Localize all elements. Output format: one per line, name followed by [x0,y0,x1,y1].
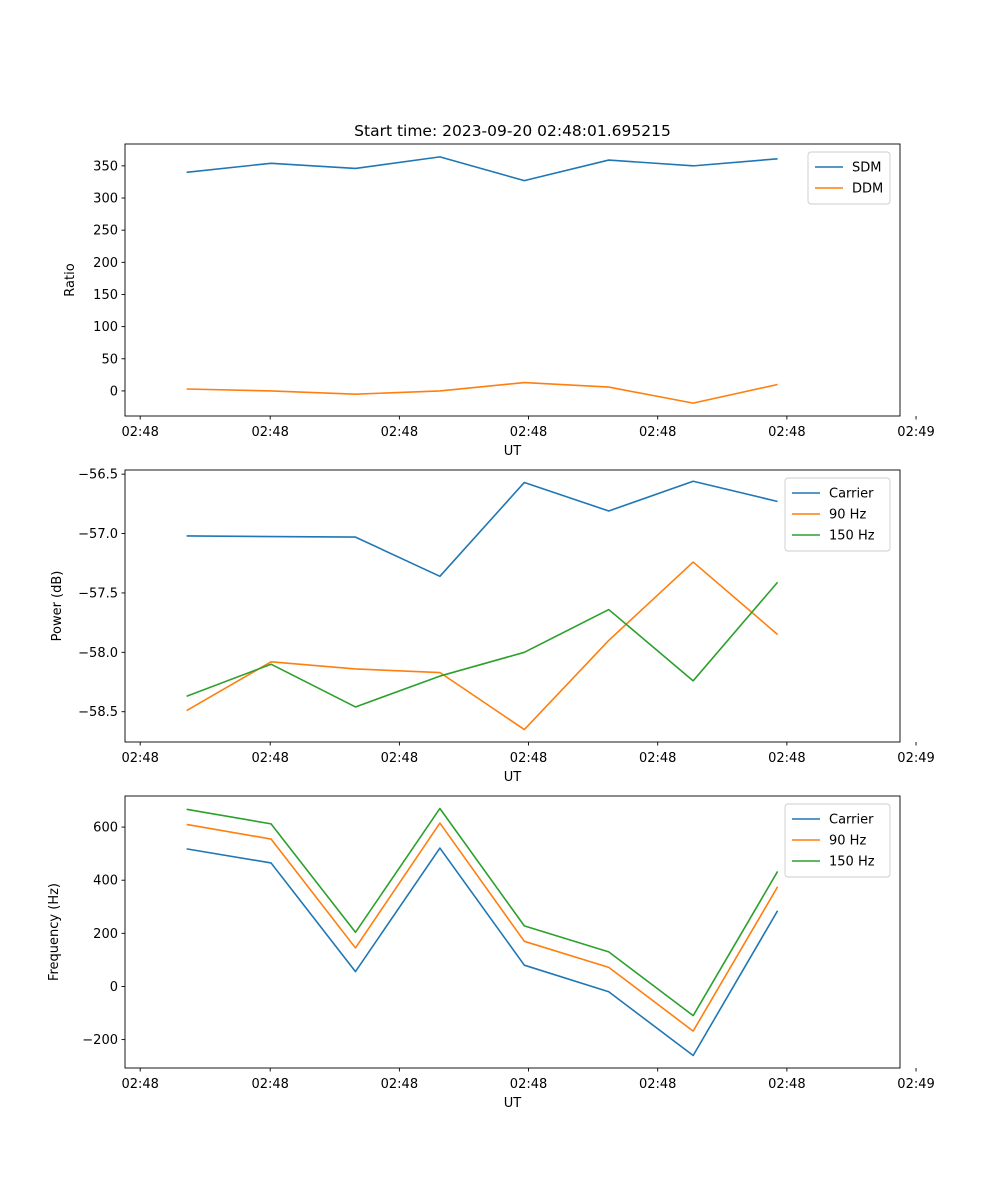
legend-label: 150 Hz [829,529,875,544]
x-tick-label: 02:48 [381,1077,418,1092]
chart-title: Start time: 2023-09-20 02:48:01.695215 [354,122,671,140]
x-tick-label: 02:48 [251,1077,288,1092]
legend-box [784,477,891,552]
x-tick-label: 02:48 [381,751,418,766]
axes-frame [124,143,901,417]
x-tick-label: 02:48 [639,751,676,766]
y-tick-label: 0 [110,384,118,399]
x-axis-label: UT [504,1096,522,1111]
x-tick-label: 02:48 [251,751,288,766]
series-line-150-hz [186,581,779,708]
legend-label: 150 Hz [829,855,875,870]
legend-box [784,803,891,878]
panels: 0 50 100 150 200 250 300 350 02:48 02:48 02:48 02:4… [47,143,935,1111]
x-tick-label: 02:48 [768,751,805,766]
series-line-ddm [186,381,778,404]
x-tick-label: 02:49 [897,751,934,766]
series-line-carrier [186,480,778,578]
y-axis-label: Frequency (Hz) [47,883,62,981]
legend-label: SDM [852,161,881,176]
x-axis-label: UT [504,770,522,785]
y-tick-label: 300 [93,192,118,207]
y-axis-label: Power (dB) [50,571,65,642]
axes-frame [124,469,901,743]
y-tick-label: −58.5 [78,705,118,720]
x-tick-label: 02:48 [639,1077,676,1092]
x-tick-label: 02:48 [639,425,676,440]
y-tick-label: 100 [93,320,118,335]
x-tick-label: 02:48 [381,425,418,440]
x-tick-label: 02:48 [121,1077,158,1092]
series-line-150-hz [186,807,779,1017]
y-tick-label: 600 [93,821,118,836]
legend-label: Carrier [829,813,874,828]
y-tick-label: −200 [82,1033,118,1048]
series-line-carrier [186,847,779,1057]
x-tick-label: 02:48 [121,751,158,766]
x-tick-label: 02:49 [897,425,934,440]
x-tick-label: 02:48 [121,425,158,440]
legend-label: 90 Hz [829,834,866,849]
legend: SDM DDM [807,151,891,205]
x-axis-label: UT [504,444,522,459]
x-tick-label: 02:48 [768,1077,805,1092]
axes-frame [124,795,901,1069]
y-tick-label: 200 [93,256,118,271]
y-tick-label: 350 [93,159,118,174]
y-tick-label: 0 [110,980,118,995]
series-line-90-hz [186,561,779,731]
x-tick-label: 02:48 [510,751,547,766]
panel-2: −58.5 −58.0 −57.5 −57.0 −56.5 02:48 02:48 02:48… [50,468,935,785]
legend-label: DDM [852,182,883,197]
y-tick-label: 150 [93,288,118,303]
y-tick-label: 250 [93,224,118,239]
legend: Carrier 90 Hz 150 Hz [784,477,891,552]
x-tick-label: 02:48 [768,425,805,440]
series-line-sdm [186,156,778,182]
y-tick-label: 50 [101,352,118,367]
y-axis-label: Ratio [63,263,78,296]
y-tick-label: 200 [93,927,118,942]
panel-1: 0 50 100 150 200 250 300 350 02:48 02:48 02:48 02:4… [63,143,935,459]
y-tick-label: −57.0 [78,527,118,542]
series-line-90-hz [186,822,779,1032]
y-tick-label: −56.5 [78,468,118,483]
y-tick-label: 400 [93,874,118,889]
legend-box [807,151,891,205]
y-tick-label: −57.5 [78,586,118,601]
legend: Carrier 90 Hz 150 Hz [784,803,891,878]
x-tick-label: 02:48 [510,425,547,440]
x-tick-label: 02:48 [510,1077,547,1092]
x-tick-label: 02:49 [897,1077,934,1092]
panel-3: −200 0 200 400 600 02:48 02:48 02:48 02:48 02:48 0… [47,795,935,1111]
legend-label: 90 Hz [829,508,866,523]
legend-label: Carrier [829,487,874,502]
y-tick-label: −58.0 [78,646,118,661]
x-tick-label: 02:48 [251,425,288,440]
